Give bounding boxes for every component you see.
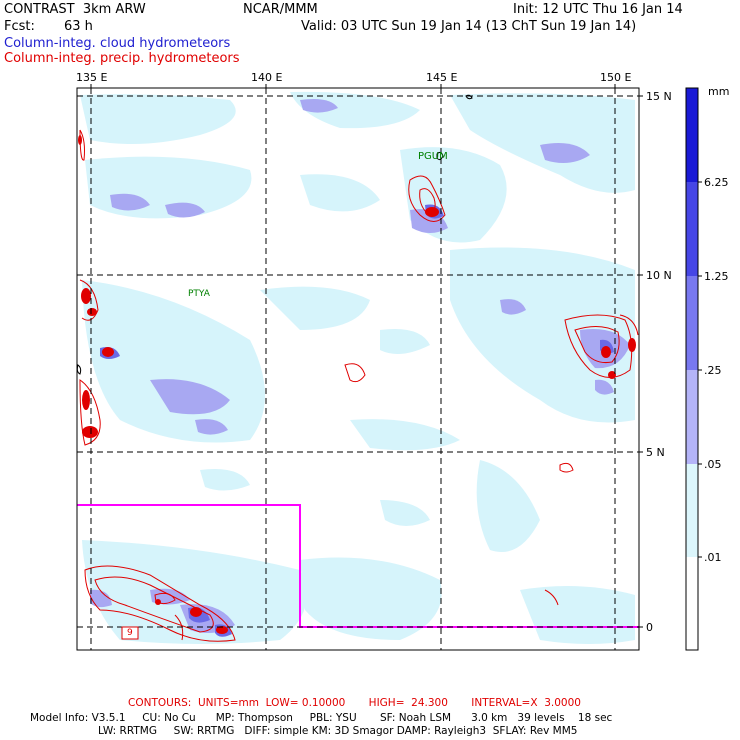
colorbar-swatch-6 [686,557,698,650]
precip-contours [79,129,639,642]
colorbar [685,87,702,651]
model-info-line1: Model Info: V3.5.1 CU: No Cu MP: Thompso… [30,712,613,724]
colorbar-swatch-2 [686,182,698,276]
colorbar-label-.05: .05 [704,458,722,471]
plot-frame [76,87,640,651]
valid-time: Valid: 03 UTC Sun 19 Jan 14 (13 ChT Sun … [301,19,637,34]
forecast-label: Fcst: [4,19,35,34]
field-label-cloud: Column-integ. cloud hydrometeors [4,36,231,51]
colorbar-label-.01: .01 [704,551,722,564]
colorbar-label-1.25: 1.25 [704,270,729,283]
station-label-pgum: PGUM [418,151,448,162]
center-name: NCAR/MMM [243,2,318,17]
colorbar-label-6.25: 6.25 [704,176,729,189]
contour-label-box [121,626,139,640]
lat-label-10n: 10 N [646,269,672,282]
forecast-hour: 63 h [64,19,93,34]
colorbar-swatch-4 [686,370,698,464]
precip-cores [78,135,636,634]
lon-label-135: 135 E [76,71,108,84]
model-info-line2: LW: RRTMG SW: RRTMG DIFF: simple KM: 3D … [98,725,578,737]
lon-label-140: 140 E [251,71,283,84]
colorbar-unit: mm [708,85,730,98]
colorbar-frame [685,87,699,651]
axis-ticks [90,84,643,628]
station-label-ptya: PTYA [188,289,210,299]
field-label-precip: Column-integ. precip. hydrometeors [4,51,240,66]
lat-label-5n: 5 N [646,446,665,459]
lon-label-150: 150 E [600,71,632,84]
lat-label-0: 0 [646,621,653,634]
contour-label: 9 [127,628,133,638]
lat-label-15n: 15 N [646,90,672,103]
colorbar-swatch-1 [686,88,698,182]
lat-lon-grid [77,88,639,650]
colorbar-swatch-5 [686,464,698,557]
lon-label-145: 145 E [426,71,458,84]
colorbar-label-.25: .25 [704,364,722,377]
contour-info: CONTOURS: UNITS=mm LOW= 0.10000 HIGH= 24… [128,697,581,709]
colorbar-swatch-3 [686,276,698,370]
model-title: CONTRAST 3km ARW [4,2,146,17]
init-time: Init: 12 UTC Thu 16 Jan 14 [513,2,683,17]
